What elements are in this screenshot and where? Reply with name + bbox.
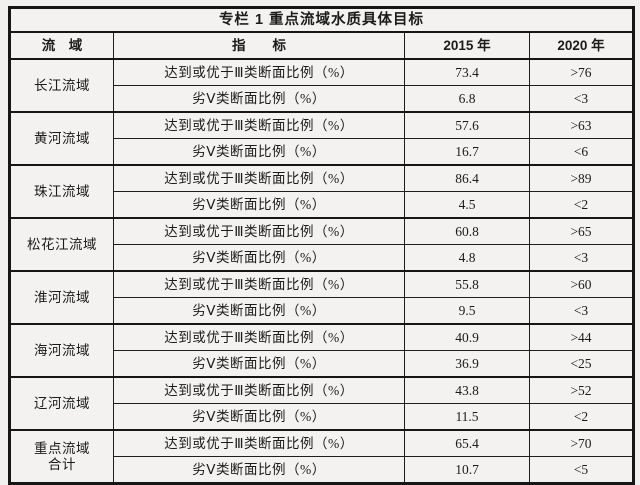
value-2015-cell: 4.5 (404, 191, 530, 219)
value-2020-cell: >76 (529, 58, 634, 86)
table-title: 专栏 1 重点流域水质具体目标 (9, 7, 634, 33)
basin-cell: 辽河流域 (9, 376, 114, 431)
basin-cell: 海河流域 (9, 323, 114, 378)
indicator-cell: 劣Ⅴ类断面比例（%） (113, 191, 405, 219)
value-2020-cell: >52 (529, 376, 634, 404)
value-2015-cell: 11.5 (404, 403, 530, 431)
table-row: 劣Ⅴ类断面比例（%） 4.5 <2 (10, 191, 634, 219)
indicator-cell: 达到或优于Ⅲ类断面比例（%） (113, 270, 405, 298)
value-2015-cell: 43.8 (404, 376, 530, 404)
value-2020-cell: <2 (529, 403, 634, 431)
value-2015-cell: 40.9 (404, 323, 530, 351)
header-2015: 2015 年 (404, 31, 530, 60)
indicator-cell: 达到或优于Ⅲ类断面比例（%） (113, 164, 405, 192)
table-row: 珠江流域 达到或优于Ⅲ类断面比例（%） 86.4 >89 (9, 164, 634, 219)
value-2020-cell: >60 (529, 270, 634, 298)
table-row: 长江流域 达到或优于Ⅲ类断面比例（%） 73.4 >76 (9, 58, 634, 113)
value-2020-cell: <3 (529, 244, 634, 272)
indicator-cell: 劣Ⅴ类断面比例（%） (113, 244, 405, 272)
indicator-cell: 劣Ⅴ类断面比例（%） (113, 403, 405, 431)
indicator-cell: 劣Ⅴ类断面比例（%） (113, 297, 405, 325)
value-2015-cell: 9.5 (404, 297, 530, 325)
indicator-cell: 劣Ⅴ类断面比例（%） (113, 456, 405, 484)
value-2020-cell: <5 (529, 456, 634, 484)
indicator-cell: 达到或优于Ⅲ类断面比例（%） (113, 323, 405, 351)
indicator-cell: 达到或优于Ⅲ类断面比例（%） (113, 376, 405, 404)
indicator-cell: 劣Ⅴ类断面比例（%） (113, 85, 405, 113)
value-2020-cell: >65 (529, 217, 634, 245)
value-2020-cell: >89 (529, 164, 634, 192)
table-row: 重点流域 合计 达到或优于Ⅲ类断面比例（%） 65.4 >70 (9, 429, 634, 484)
header-basin: 流 域 (9, 31, 114, 60)
table-row: 海河流域 达到或优于Ⅲ类断面比例（%） 40.9 >44 (9, 323, 634, 378)
value-2020-cell: >70 (529, 429, 634, 457)
value-2020-cell: <3 (529, 297, 634, 325)
value-2020-cell: <3 (529, 85, 634, 113)
table-row: 淮河流域 达到或优于Ⅲ类断面比例（%） 55.8 >60 (9, 270, 634, 325)
indicator-cell: 劣Ⅴ类断面比例（%） (113, 138, 405, 166)
value-2020-cell: <6 (529, 138, 634, 166)
value-2015-cell: 10.7 (404, 456, 530, 484)
table-row: 劣Ⅴ类断面比例（%） 9.5 <3 (10, 297, 634, 325)
table-body: 长江流域 达到或优于Ⅲ类断面比例（%） 73.4 >76 劣Ⅴ类断面比例（%） 6.8 <3… (9, 58, 634, 484)
table-row: 劣Ⅴ类断面比例（%） 11.5 <2 (10, 403, 634, 431)
header-indicator: 指 标 (113, 31, 405, 60)
basin-cell: 淮河流域 (9, 270, 114, 325)
table-row: 劣Ⅴ类断面比例（%） 16.7 <6 (10, 138, 634, 166)
indicator-cell: 达到或优于Ⅲ类断面比例（%） (113, 58, 405, 86)
value-2020-cell: >44 (529, 323, 634, 351)
indicator-cell: 达到或优于Ⅲ类断面比例（%） (113, 217, 405, 245)
indicator-cell: 达到或优于Ⅲ类断面比例（%） (113, 111, 405, 139)
basin-cell: 重点流域 合计 (9, 429, 114, 484)
basin-cell: 黄河流域 (9, 111, 114, 166)
value-2015-cell: 6.8 (404, 85, 530, 113)
value-2015-cell: 55.8 (404, 270, 530, 298)
value-2015-cell: 65.4 (404, 429, 530, 457)
table-row: 黄河流域 达到或优于Ⅲ类断面比例（%） 57.6 >63 (9, 111, 634, 166)
value-2015-cell: 86.4 (404, 164, 530, 192)
indicator-cell: 达到或优于Ⅲ类断面比例（%） (113, 429, 405, 457)
table-row: 劣Ⅴ类断面比例（%） 36.9 <25 (10, 350, 634, 378)
value-2015-cell: 36.9 (404, 350, 530, 378)
table-row: 辽河流域 达到或优于Ⅲ类断面比例（%） 43.8 >52 (9, 376, 634, 431)
table-row: 劣Ⅴ类断面比例（%） 6.8 <3 (10, 85, 634, 113)
value-2015-cell: 57.6 (404, 111, 530, 139)
table-row: 劣Ⅴ类断面比例（%） 10.7 <5 (10, 456, 634, 484)
table-row: 松花江流域 达到或优于Ⅲ类断面比例（%） 60.8 >65 (9, 217, 634, 272)
value-2015-cell: 73.4 (404, 58, 530, 86)
document-scan: 专栏 1 重点流域水质具体目标 流 域 指 标 2015 年 2020 年 长江… (8, 6, 635, 485)
header-2020: 2020 年 (529, 31, 634, 60)
value-2015-cell: 16.7 (404, 138, 530, 166)
value-2020-cell: <2 (529, 191, 634, 219)
water-quality-targets-table: 专栏 1 重点流域水质具体目标 流 域 指 标 2015 年 2020 年 长江… (8, 6, 635, 485)
value-2020-cell: >63 (529, 111, 634, 139)
basin-cell: 长江流域 (9, 58, 114, 113)
table-header-row: 流 域 指 标 2015 年 2020 年 (9, 31, 634, 60)
basin-cell: 松花江流域 (9, 217, 114, 272)
value-2020-cell: <25 (529, 350, 634, 378)
indicator-cell: 劣Ⅴ类断面比例（%） (113, 350, 405, 378)
value-2015-cell: 60.8 (404, 217, 530, 245)
table-title-row: 专栏 1 重点流域水质具体目标 (9, 7, 634, 33)
basin-cell: 珠江流域 (9, 164, 114, 219)
table-row: 劣Ⅴ类断面比例（%） 4.8 <3 (10, 244, 634, 272)
value-2015-cell: 4.8 (404, 244, 530, 272)
